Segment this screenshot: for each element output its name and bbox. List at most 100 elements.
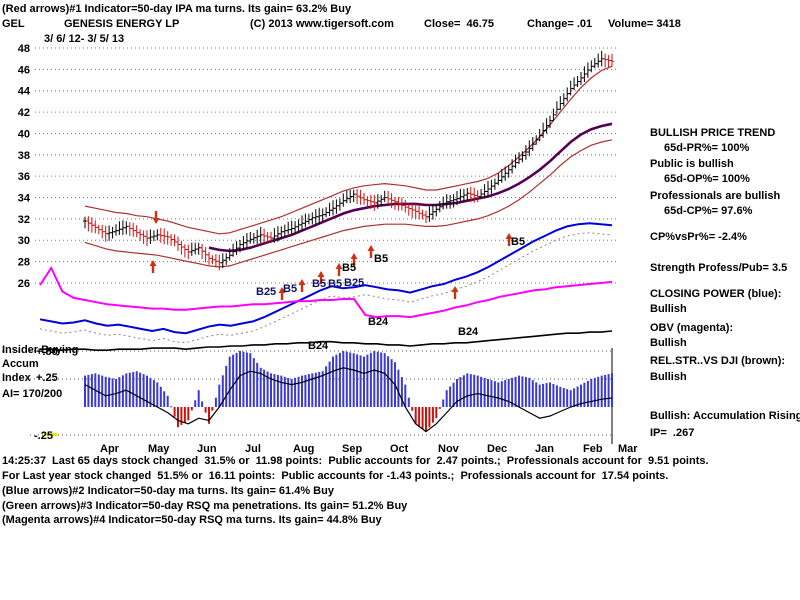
accum-bar (545, 383, 548, 407)
y-axis-tick-label: 42 (18, 107, 30, 119)
x-axis-month-label: Feb (583, 443, 603, 455)
x-axis-month-label: Oct (390, 443, 409, 455)
accum-bar (593, 377, 596, 407)
x-axis-month-label: Mar (618, 443, 638, 455)
price-bar (255, 229, 260, 244)
accum-bar (225, 365, 228, 407)
timestamp-overlay: 14:25:37 (2, 455, 47, 467)
footer-65day-summary: Last 65 days stock changed 31.5% or 11.9… (52, 455, 709, 467)
price-bar (127, 222, 132, 236)
x-axis-month-label: Nov (438, 443, 460, 455)
accum-bar (573, 388, 576, 407)
accum-bar (483, 377, 486, 407)
accum-bar (445, 390, 448, 407)
price-bar (313, 209, 318, 225)
y-axis-tick-label: 36 (18, 171, 30, 183)
y-axis-tick-label: 44 (18, 86, 31, 98)
indicator3-footer: (Green arrows)#3 Indicator=50-day RSQ ma… (2, 500, 408, 512)
accum-bar (431, 407, 434, 423)
accum-bar (152, 380, 155, 407)
cp-percent-value: 65d-CP%= 97.6% (664, 205, 753, 217)
price-bar (176, 236, 180, 251)
accum-bar (459, 377, 462, 407)
accum-bar (84, 375, 86, 407)
price-bar (561, 93, 566, 107)
accum-bar (535, 382, 538, 407)
accum-bar (318, 371, 321, 407)
signal-annotation: B5 (312, 278, 326, 290)
accum-bar (555, 385, 558, 407)
signal-annotation: B5 (342, 262, 356, 274)
accum-bar (101, 375, 104, 407)
public-bullish-label: Public is bullish (650, 158, 734, 170)
price-bar (117, 221, 122, 235)
signal-annotation: B5 (511, 236, 525, 248)
accum-bar (242, 351, 245, 407)
accum-bar (208, 407, 210, 424)
price-bar (337, 198, 342, 211)
ip-value: IP= .267 (650, 427, 695, 439)
price-bar (554, 101, 559, 116)
accum-bar (342, 351, 345, 407)
price-bar (596, 53, 601, 68)
accum-bar (418, 407, 421, 427)
price-bar (606, 55, 611, 68)
accum-bar (580, 384, 582, 407)
accum-bar (221, 375, 224, 407)
accum-bar (139, 372, 142, 407)
accum-bar (435, 407, 438, 419)
price-bar (155, 229, 160, 241)
buy-arrow-icon (451, 286, 459, 299)
accum-bar (542, 383, 545, 407)
ma-50day-line (208, 122, 613, 253)
accum-bar (590, 379, 593, 407)
price-bar (458, 189, 463, 202)
accum-bar (256, 362, 259, 407)
accum-bar (287, 377, 290, 407)
price-bar (572, 77, 577, 91)
accum-bar (87, 374, 90, 407)
accum-bar (245, 352, 248, 407)
accum-bar (177, 407, 179, 428)
accum-bar (180, 407, 183, 425)
buy-arrow-icon (298, 279, 306, 292)
price-bar (589, 60, 594, 73)
accum-bar (480, 376, 483, 407)
copyright-text: (C) 2013 www.tigersoft.com (250, 18, 394, 30)
accum-bar (356, 354, 359, 407)
accum-bar (307, 374, 310, 407)
accum-bar (349, 352, 352, 407)
accum-bar (166, 395, 169, 407)
y-axis-tick-label: 40 (18, 128, 30, 140)
accum-bar (376, 351, 379, 407)
indicator2-footer: (Blue arrows)#2 Indicator=50-day ma turn… (2, 485, 334, 497)
price-bar (100, 225, 105, 239)
accum-bar (383, 353, 386, 407)
accum-bar (407, 397, 410, 407)
accum-bar (549, 382, 551, 407)
accum-bar (466, 373, 469, 407)
op-percent-value: 65d-OP%= 100% (664, 173, 750, 185)
price-bar (579, 72, 583, 86)
insider-buying-label: Insider Buying (2, 344, 79, 356)
accum-bar (108, 377, 111, 407)
bullish-price-trend-label: BULLISH PRICE TREND (650, 127, 776, 139)
closing-power-ma-dotted (39, 232, 613, 344)
accum-bar (552, 383, 555, 407)
accum-bar (421, 407, 424, 429)
price-bar (406, 203, 411, 216)
accum-bar (297, 376, 300, 407)
signal-annotation: B24 (368, 316, 389, 328)
scale-plus50-label: +.50 (36, 346, 58, 358)
price-bar (244, 233, 249, 248)
accum-bar (500, 381, 503, 407)
buy-arrow-icon (278, 287, 286, 300)
price-bar (451, 194, 456, 208)
accum-bar (511, 377, 514, 407)
accum-bar (273, 374, 276, 407)
price-bar (386, 190, 391, 206)
accum-bar (111, 378, 114, 407)
price-bar (186, 244, 191, 260)
price-bar (362, 192, 366, 205)
